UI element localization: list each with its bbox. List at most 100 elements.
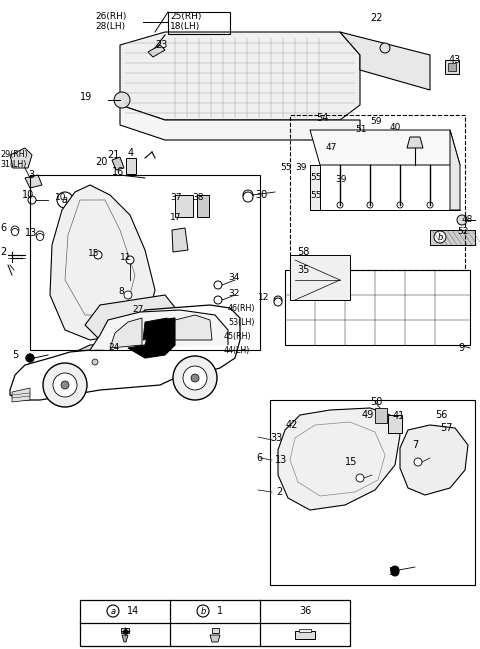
- Polygon shape: [407, 137, 423, 148]
- Text: 8: 8: [118, 288, 124, 297]
- Text: 34: 34: [228, 273, 240, 282]
- Circle shape: [43, 363, 87, 407]
- Polygon shape: [75, 340, 210, 360]
- Circle shape: [173, 356, 217, 400]
- Polygon shape: [168, 315, 212, 340]
- Text: 27: 27: [132, 306, 144, 315]
- Text: 59: 59: [370, 117, 382, 127]
- Circle shape: [243, 190, 253, 200]
- Bar: [375, 408, 387, 423]
- Polygon shape: [165, 315, 220, 350]
- Text: 53(LH): 53(LH): [228, 317, 254, 326]
- Circle shape: [391, 566, 399, 574]
- Bar: [295, 631, 315, 639]
- Text: 6: 6: [0, 223, 6, 233]
- Text: b: b: [200, 607, 206, 615]
- Text: 49: 49: [362, 410, 374, 420]
- Bar: [290, 115, 465, 270]
- Polygon shape: [400, 425, 468, 495]
- Text: 5: 5: [388, 567, 394, 577]
- Text: 11: 11: [120, 254, 132, 262]
- Polygon shape: [122, 635, 128, 642]
- Text: 47: 47: [326, 143, 337, 153]
- Circle shape: [183, 366, 207, 390]
- Text: 44(LH): 44(LH): [224, 345, 251, 354]
- Polygon shape: [10, 148, 32, 168]
- Bar: [445, 60, 459, 74]
- Text: 38: 38: [192, 193, 204, 202]
- Polygon shape: [310, 165, 320, 210]
- Polygon shape: [450, 130, 460, 210]
- Text: 50: 50: [370, 397, 383, 407]
- Circle shape: [11, 226, 19, 234]
- Circle shape: [114, 92, 130, 108]
- Circle shape: [12, 228, 19, 236]
- Text: 13: 13: [25, 228, 37, 238]
- Bar: [270, 400, 475, 585]
- Bar: [30, 175, 260, 350]
- Polygon shape: [340, 32, 430, 90]
- Text: 13: 13: [275, 455, 287, 465]
- Bar: [299, 629, 311, 632]
- Bar: [197, 195, 209, 217]
- Text: 41: 41: [393, 411, 405, 421]
- Circle shape: [427, 202, 433, 208]
- Circle shape: [243, 192, 253, 202]
- Circle shape: [274, 298, 282, 306]
- Text: 33: 33: [270, 433, 282, 443]
- Polygon shape: [12, 388, 30, 402]
- Circle shape: [107, 605, 119, 617]
- Text: 4: 4: [128, 148, 134, 158]
- Text: 48: 48: [462, 215, 473, 225]
- Text: 28(LH): 28(LH): [95, 21, 125, 31]
- Polygon shape: [143, 318, 167, 340]
- Text: 14: 14: [127, 606, 139, 616]
- Text: 42: 42: [286, 420, 299, 430]
- Text: 55: 55: [280, 164, 291, 173]
- Circle shape: [457, 215, 467, 225]
- Bar: [290, 255, 350, 300]
- Text: 17: 17: [170, 214, 181, 223]
- Text: 52: 52: [457, 228, 468, 236]
- Text: 45(RH): 45(RH): [224, 332, 252, 341]
- Polygon shape: [210, 635, 220, 642]
- Circle shape: [414, 458, 422, 466]
- Text: 57: 57: [440, 423, 453, 433]
- Text: 5: 5: [12, 350, 18, 360]
- Text: 37: 37: [170, 193, 181, 202]
- Circle shape: [274, 296, 282, 304]
- Bar: [121, 628, 129, 633]
- Polygon shape: [172, 228, 188, 252]
- Text: 3: 3: [28, 170, 34, 180]
- Circle shape: [57, 192, 73, 208]
- Polygon shape: [278, 408, 400, 510]
- Circle shape: [356, 474, 364, 482]
- Text: 15: 15: [88, 249, 99, 258]
- Text: 35: 35: [297, 265, 310, 275]
- Polygon shape: [120, 32, 360, 120]
- Polygon shape: [25, 175, 42, 188]
- Circle shape: [28, 196, 36, 204]
- Circle shape: [214, 296, 222, 304]
- Polygon shape: [50, 185, 155, 340]
- Circle shape: [191, 374, 199, 382]
- Text: 51: 51: [355, 125, 367, 134]
- Text: 2: 2: [0, 247, 6, 257]
- Text: 10: 10: [22, 190, 34, 200]
- Polygon shape: [120, 105, 360, 140]
- Circle shape: [26, 354, 34, 362]
- Polygon shape: [310, 130, 460, 165]
- Text: 39: 39: [295, 164, 307, 173]
- Circle shape: [53, 373, 77, 397]
- Text: 29(RH): 29(RH): [0, 151, 28, 160]
- Bar: [212, 628, 219, 633]
- Text: 31(LH): 31(LH): [0, 160, 26, 169]
- Circle shape: [61, 381, 69, 389]
- Text: 2: 2: [276, 487, 282, 497]
- Text: 54: 54: [316, 113, 328, 123]
- Text: 26(RH): 26(RH): [95, 12, 126, 21]
- Text: ✦: ✦: [119, 627, 131, 641]
- Circle shape: [126, 256, 134, 264]
- Circle shape: [26, 354, 34, 362]
- Bar: [126, 158, 136, 174]
